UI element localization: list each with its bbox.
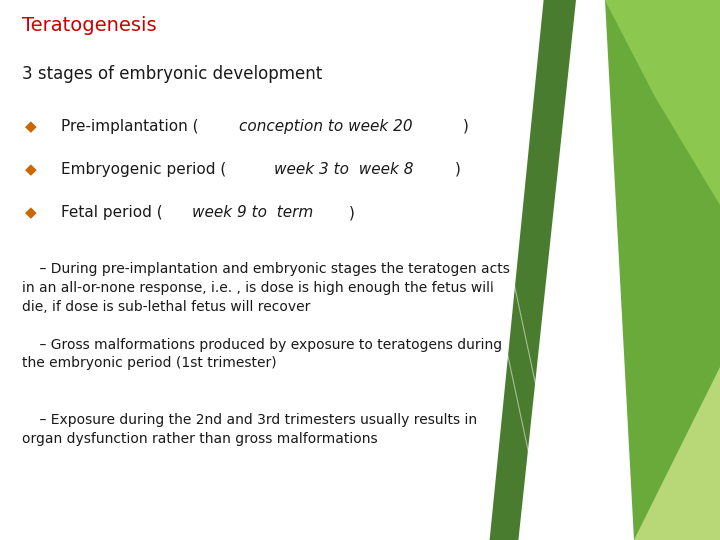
Text: week 9 to  term: week 9 to term <box>192 205 314 220</box>
Text: Pre-implantation (: Pre-implantation ( <box>61 119 199 134</box>
Polygon shape <box>490 0 576 540</box>
Text: ◆: ◆ <box>25 205 37 220</box>
Text: conception to week 20: conception to week 20 <box>238 119 413 134</box>
Text: – Exposure during the 2nd and 3rd trimesters usually results in
organ dysfunctio: – Exposure during the 2nd and 3rd trimes… <box>22 413 477 446</box>
Polygon shape <box>634 367 720 540</box>
Text: Fetal period (: Fetal period ( <box>61 205 163 220</box>
Text: ): ) <box>348 205 355 220</box>
Text: ◆: ◆ <box>25 162 37 177</box>
Text: Embryogenic period (: Embryogenic period ( <box>61 162 227 177</box>
Text: Teratogenesis: Teratogenesis <box>22 16 156 35</box>
Text: – Gross malformations produced by exposure to teratogens during
the embryonic pe: – Gross malformations produced by exposu… <box>22 338 502 370</box>
Text: week 3 to  week 8: week 3 to week 8 <box>274 162 414 177</box>
Polygon shape <box>605 0 720 540</box>
Text: – During pre-implantation and embryonic stages the teratogen acts
in an all-or-n: – During pre-implantation and embryonic … <box>22 262 510 314</box>
Text: 3 stages of embryonic development: 3 stages of embryonic development <box>22 65 322 83</box>
Text: ): ) <box>454 162 460 177</box>
Polygon shape <box>605 0 720 205</box>
Text: ◆: ◆ <box>25 119 37 134</box>
Text: ): ) <box>463 119 469 134</box>
